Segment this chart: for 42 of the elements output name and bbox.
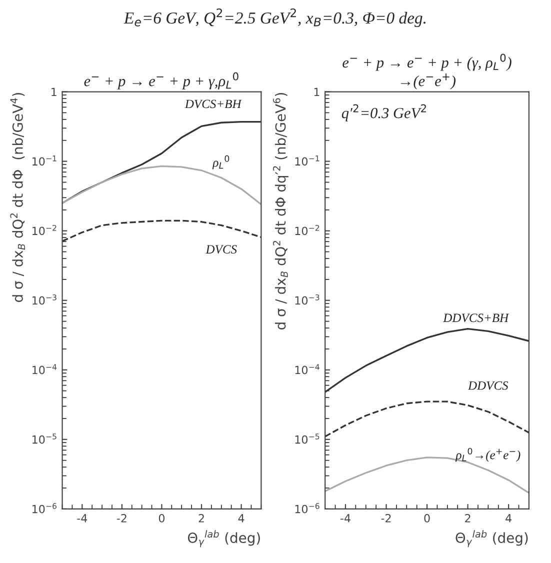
series-label: DVCS — [206, 245, 237, 254]
x-tick-label: -2 — [381, 514, 391, 522]
x-tick-label: 2 — [198, 514, 204, 522]
line-series — [62, 120, 262, 204]
line-series — [325, 400, 529, 438]
x-tick-label: -4 — [340, 514, 350, 522]
y-tick-label: 1 — [52, 88, 56, 96]
x-axis-title: Θ$_{γ}$$^{lab}$ (deg) — [188, 530, 260, 548]
y-tick-label: 10$^{−1}$ — [32, 156, 56, 166]
y-tick-label: 10$^{−3}$ — [295, 294, 320, 305]
annotation: q′$^{2}$=0.3 GeV$^{2}$ — [342, 104, 426, 122]
x-tick-label: 4 — [238, 514, 244, 522]
text: d σ / dx$_{B}$ dQ$^{2}$ dt dΦ dq′$^{2}$ (nb/GeV$^{6}$) — [273, 93, 288, 330]
y-tick-label: 10$^{−2}$ — [295, 224, 320, 236]
series-label: DDVCS — [468, 381, 508, 390]
y-tick-label: 1 — [314, 88, 320, 96]
x-tick-label: 4 — [506, 514, 512, 522]
x-tick-label: -4 — [77, 514, 88, 522]
x-tick-label: 0 — [424, 514, 430, 522]
x-axis-title: Θ$_{γ}$$^{lab}$ (deg) — [456, 530, 528, 548]
x-tick-label: -2 — [116, 514, 126, 522]
y-tick-label: 10$^{−2}$ — [32, 224, 56, 236]
y-tick-label: 10$^{−5}$ — [32, 434, 56, 444]
x-tick-label: 0 — [158, 514, 165, 522]
line-series — [325, 328, 529, 393]
y-tick-label: 10$^{−1}$ — [295, 156, 320, 166]
y-tick-label: 10$^{−3}$ — [32, 294, 56, 305]
y-tick-label: 10$^{−6}$ — [295, 503, 320, 514]
y-axis-title: d σ / dx$_{B}$ dQ$^{2}$ dt dΦ (nb/GeV$^{4}$) — [10, 93, 26, 302]
y-tick-label: 10$^{−4}$ — [295, 364, 320, 374]
y-tick-label: 10$^{−6}$ — [32, 503, 57, 514]
chart-title: E$_{e}$=6 GeV, Q$^{2}$=2.5 GeV$^{2}$, x$_{B}$=0.3, Φ=0 deg. — [124, 8, 426, 28]
y-tick-label: 10$^{−5}$ — [295, 434, 320, 444]
line-series — [62, 220, 262, 242]
chart-subtitle: e$^{−}$ + p → e$^{−}$ + p + γ,ρ$_{L}$$^{0}$ — [84, 72, 238, 90]
text: e$^{−}$ + p → e$^{−}$ + p + (γ, ρ$_{L}$$^{0}$) →(e$^{−}$e$^{+}$) — [342, 54, 512, 90]
series-label: DDVCS+BH — [443, 314, 510, 322]
y-tick-label: 10$^{−4}$ — [32, 364, 57, 374]
x-tick-label: 2 — [465, 514, 470, 522]
series-label: ρ$_{L}$$^{0}$ — [212, 155, 230, 170]
series-label: DVCS+BH — [184, 100, 242, 108]
series-label: ρ$_{L}$$^{0}$→(e$^{+}$e$^{−}$) — [455, 448, 520, 462]
